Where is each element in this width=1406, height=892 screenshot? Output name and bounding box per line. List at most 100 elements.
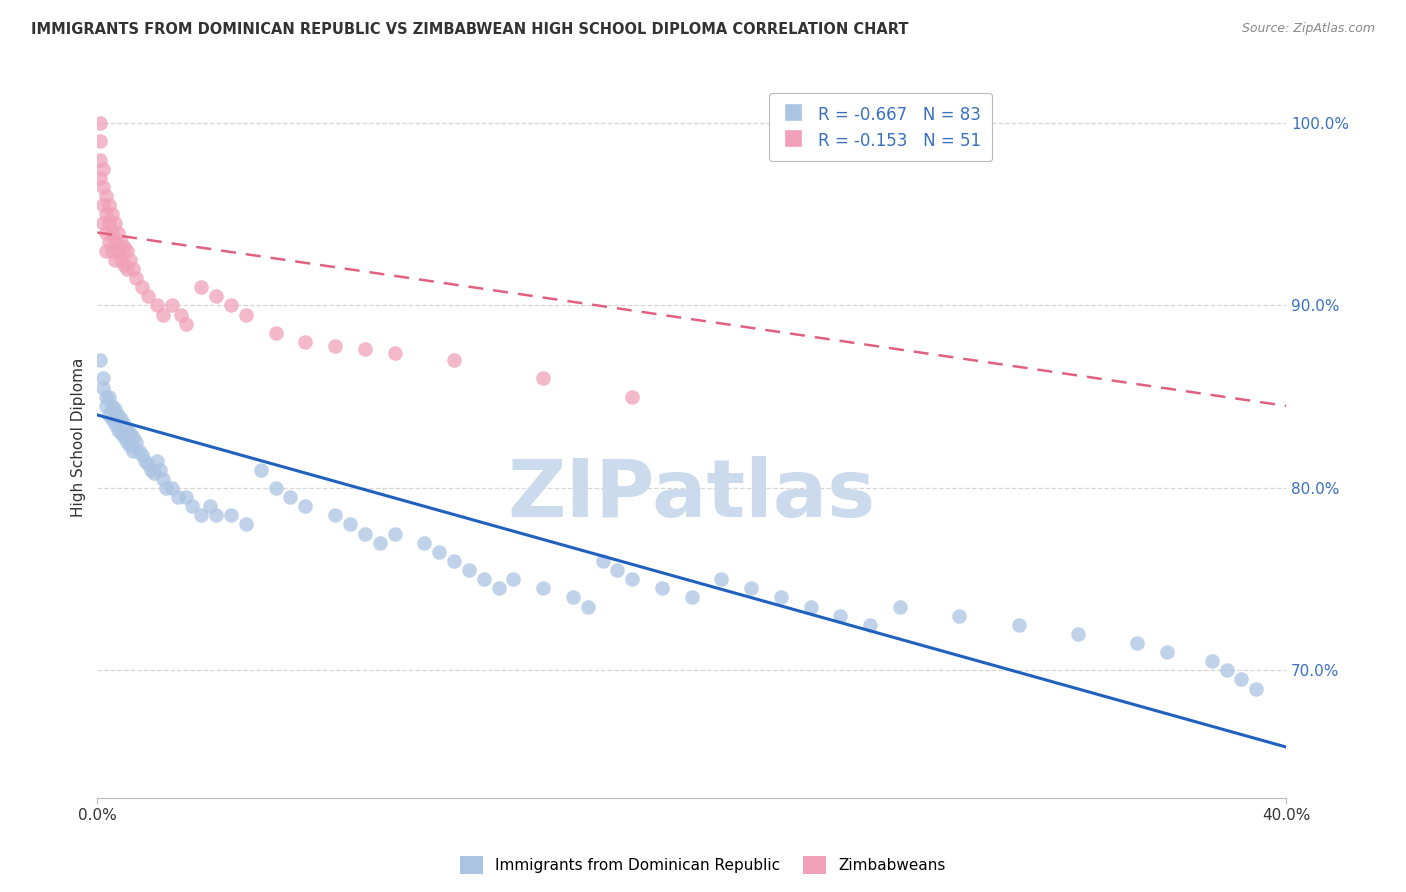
Point bbox=[264, 326, 287, 340]
Point bbox=[101, 399, 124, 413]
Point bbox=[89, 153, 111, 167]
Point bbox=[323, 338, 346, 352]
Point bbox=[457, 563, 479, 577]
Point bbox=[155, 481, 177, 495]
Point bbox=[1156, 645, 1178, 659]
Point bbox=[769, 591, 792, 605]
Point bbox=[98, 198, 121, 212]
Point bbox=[339, 517, 361, 532]
Point bbox=[101, 244, 124, 258]
Point bbox=[89, 353, 111, 368]
Point bbox=[443, 554, 465, 568]
Point bbox=[115, 423, 138, 437]
Point bbox=[142, 467, 165, 481]
Point bbox=[134, 453, 156, 467]
Point bbox=[96, 207, 118, 221]
Point bbox=[235, 308, 257, 322]
Point bbox=[96, 189, 118, 203]
Point bbox=[89, 116, 111, 130]
Point bbox=[128, 444, 150, 458]
Point bbox=[368, 535, 391, 549]
Point bbox=[112, 258, 135, 272]
Point bbox=[112, 430, 135, 444]
Point bbox=[488, 581, 510, 595]
Point bbox=[152, 472, 174, 486]
Point bbox=[1244, 681, 1267, 696]
Point bbox=[115, 262, 138, 277]
Point bbox=[443, 353, 465, 368]
Point bbox=[1201, 654, 1223, 668]
Point bbox=[531, 371, 554, 385]
Point bbox=[125, 435, 148, 450]
Point bbox=[107, 244, 129, 258]
Point bbox=[91, 180, 114, 194]
Point bbox=[219, 508, 242, 523]
Point bbox=[104, 417, 127, 431]
Point bbox=[115, 435, 138, 450]
Point bbox=[104, 402, 127, 417]
Point bbox=[96, 399, 118, 413]
Point bbox=[205, 508, 228, 523]
Text: Source: ZipAtlas.com: Source: ZipAtlas.com bbox=[1241, 22, 1375, 36]
Point bbox=[110, 252, 132, 267]
Point bbox=[104, 216, 127, 230]
Point bbox=[139, 463, 162, 477]
Point bbox=[91, 371, 114, 385]
Point bbox=[181, 499, 204, 513]
Point bbox=[89, 170, 111, 185]
Point bbox=[146, 298, 169, 312]
Point bbox=[98, 235, 121, 249]
Point bbox=[176, 317, 198, 331]
Point bbox=[146, 453, 169, 467]
Point bbox=[110, 411, 132, 425]
Point bbox=[149, 463, 172, 477]
Point bbox=[205, 289, 228, 303]
Point bbox=[107, 423, 129, 437]
Point bbox=[190, 508, 212, 523]
Point bbox=[166, 490, 188, 504]
Point bbox=[1007, 617, 1029, 632]
Point bbox=[353, 343, 375, 357]
Point bbox=[353, 526, 375, 541]
Point bbox=[740, 581, 762, 595]
Point bbox=[101, 226, 124, 240]
Point bbox=[89, 134, 111, 148]
Legend: R = -0.667   N = 83, R = -0.153   N = 51: R = -0.667 N = 83, R = -0.153 N = 51 bbox=[769, 93, 993, 161]
Point bbox=[294, 334, 316, 349]
Point bbox=[101, 411, 124, 425]
Point bbox=[98, 390, 121, 404]
Point bbox=[112, 417, 135, 431]
Point bbox=[118, 252, 141, 267]
Point bbox=[98, 408, 121, 422]
Point bbox=[136, 289, 159, 303]
Point bbox=[107, 226, 129, 240]
Point bbox=[830, 608, 852, 623]
Point bbox=[502, 572, 524, 586]
Point bbox=[110, 235, 132, 249]
Point bbox=[384, 526, 406, 541]
Point bbox=[427, 545, 450, 559]
Point bbox=[101, 207, 124, 221]
Point bbox=[131, 280, 153, 294]
Point bbox=[112, 240, 135, 254]
Point bbox=[91, 198, 114, 212]
Point bbox=[1230, 673, 1253, 687]
Point bbox=[110, 426, 132, 441]
Point bbox=[889, 599, 911, 614]
Point bbox=[384, 346, 406, 360]
Point bbox=[1126, 636, 1149, 650]
Point bbox=[122, 444, 145, 458]
Legend: Immigrants from Dominican Republic, Zimbabweans: Immigrants from Dominican Republic, Zimb… bbox=[454, 850, 952, 880]
Point bbox=[948, 608, 970, 623]
Point bbox=[859, 617, 882, 632]
Point bbox=[96, 390, 118, 404]
Point bbox=[413, 535, 436, 549]
Point bbox=[323, 508, 346, 523]
Point bbox=[122, 262, 145, 277]
Point bbox=[294, 499, 316, 513]
Text: ZIPatlas: ZIPatlas bbox=[508, 457, 876, 534]
Point bbox=[235, 517, 257, 532]
Point bbox=[160, 298, 183, 312]
Point bbox=[681, 591, 703, 605]
Point bbox=[91, 381, 114, 395]
